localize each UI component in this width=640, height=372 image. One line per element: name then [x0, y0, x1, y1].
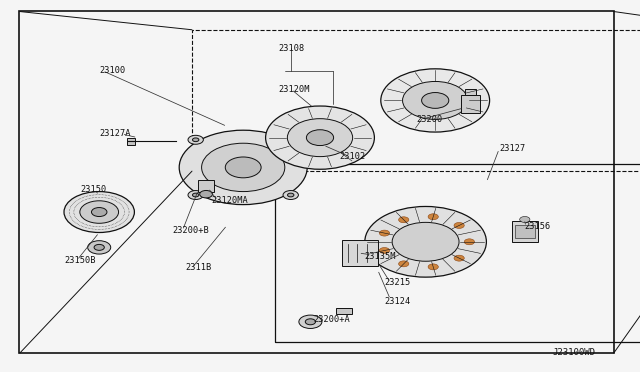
Text: J23100WD: J23100WD [552, 348, 595, 357]
Circle shape [520, 217, 530, 222]
Text: 23100: 23100 [99, 66, 125, 75]
Bar [127, 138, 135, 145]
Text: 23108: 23108 [278, 44, 305, 53]
Circle shape [380, 247, 390, 253]
Circle shape [266, 106, 374, 169]
Circle shape [283, 135, 298, 144]
Circle shape [193, 138, 199, 142]
Text: 23215: 23215 [384, 278, 410, 287]
Bar [465, 89, 476, 95]
Bar [342, 240, 378, 266]
Circle shape [287, 119, 353, 157]
Circle shape [225, 157, 261, 178]
Circle shape [94, 244, 104, 250]
Circle shape [307, 130, 333, 145]
Circle shape [193, 193, 199, 197]
Circle shape [64, 192, 134, 232]
Text: 23127A: 23127A [99, 129, 131, 138]
Circle shape [202, 143, 285, 192]
Text: 23150: 23150 [80, 185, 106, 194]
Circle shape [380, 230, 390, 236]
Text: 23102: 23102 [339, 152, 365, 161]
Bar [275, 164, 640, 342]
Circle shape [365, 206, 486, 277]
Text: 23120MA: 23120MA [211, 196, 248, 205]
Circle shape [305, 319, 316, 325]
Circle shape [80, 201, 118, 223]
Text: 2311B: 2311B [186, 263, 212, 272]
Circle shape [92, 208, 107, 217]
Circle shape [200, 190, 212, 198]
Bar [515, 225, 535, 238]
Circle shape [88, 241, 111, 254]
Circle shape [287, 138, 294, 142]
Circle shape [454, 222, 464, 228]
Circle shape [188, 190, 204, 199]
Circle shape [428, 264, 438, 270]
Circle shape [454, 255, 464, 261]
Circle shape [399, 261, 409, 267]
Text: 23135M: 23135M [365, 252, 396, 261]
Circle shape [428, 214, 438, 220]
Circle shape [464, 239, 474, 245]
Bar [461, 95, 480, 113]
Text: 23120M: 23120M [278, 85, 310, 94]
Circle shape [381, 69, 490, 132]
Circle shape [283, 190, 298, 199]
Text: 23150B: 23150B [64, 256, 95, 265]
Circle shape [399, 217, 409, 223]
Text: 23124: 23124 [384, 297, 410, 306]
Text: 23200+B: 23200+B [173, 226, 209, 235]
Bar [336, 308, 352, 314]
Circle shape [403, 81, 468, 119]
Text: 23156: 23156 [525, 222, 551, 231]
Circle shape [299, 315, 322, 328]
Bar [198, 180, 214, 192]
Circle shape [392, 222, 459, 261]
Circle shape [287, 193, 294, 197]
Text: 23200: 23200 [416, 115, 442, 124]
Circle shape [179, 130, 307, 205]
Text: 23200+A: 23200+A [314, 315, 350, 324]
Text: 23127: 23127 [499, 144, 525, 153]
Bar [192, 30, 640, 171]
Circle shape [188, 135, 204, 144]
Bar [512, 221, 538, 242]
Circle shape [422, 93, 449, 108]
